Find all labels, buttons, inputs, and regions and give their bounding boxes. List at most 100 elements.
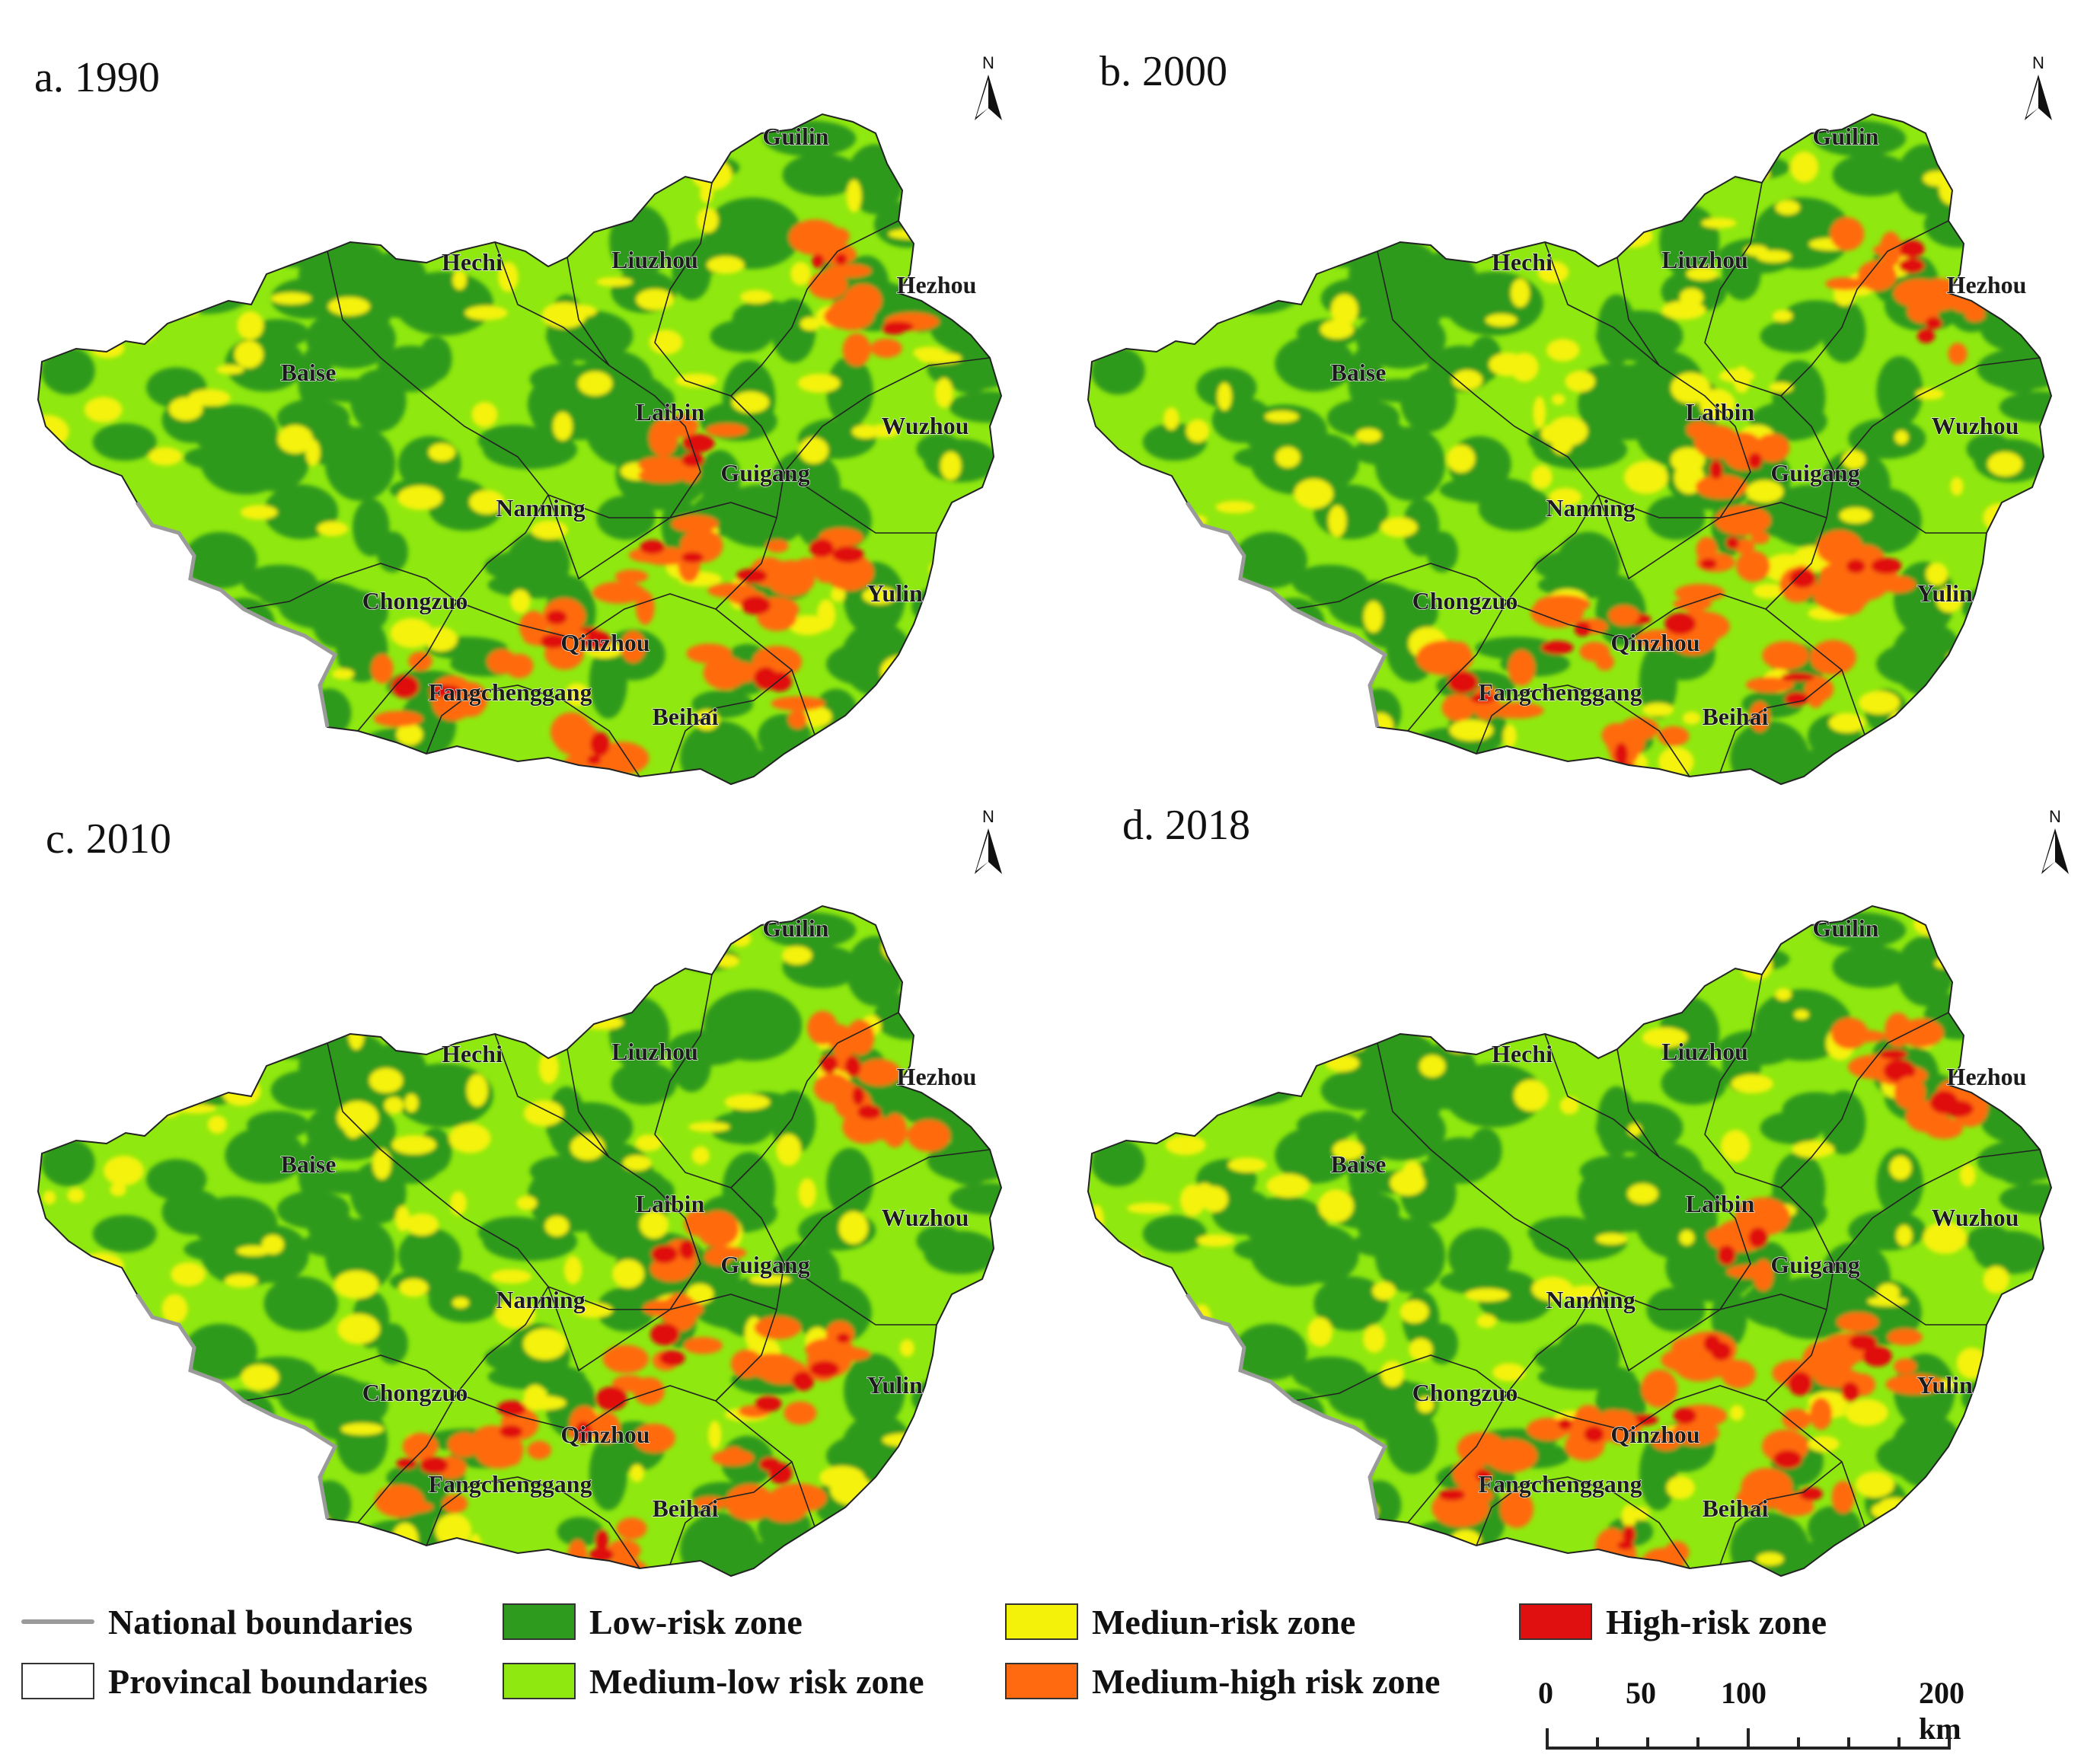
medium-risk-patch [1792,1141,1834,1158]
low-risk-patch [1088,1397,1151,1430]
medium-risk-patch [1964,164,2004,174]
high-risk-patch [1747,452,1763,470]
north-letter: N [2032,53,2044,72]
provincial-boundary [1719,1461,1843,1565]
high-risk-patch [1447,671,1479,694]
medium-risk-patch [1959,1163,1976,1187]
risk-map: Guilin Hechi Liuzhou Hezhou Baise Laibin Wuzho… [37,904,1003,1578]
medium-high-risk-patch [825,263,872,278]
medium-risk-patch [1808,1436,1840,1452]
low-risk-patch [1977,1140,2051,1182]
high-risk-patch [1703,1334,1721,1353]
low-risk-patch [1200,228,1265,265]
medium-risk-patch [1109,1517,1128,1535]
medium-risk-patch [171,1262,206,1287]
map-panels: Guilin Hechi Liuzhou Hezhou Baise Laibin Wuzho… [34,48,2069,1578]
low-risk-patch [1168,549,1219,584]
medium-risk-patch [799,317,821,331]
low-risk-patch [1088,568,1144,617]
low-risk-patch [1336,747,1390,784]
panel-title: b. 2000 [1099,48,1227,95]
medium-risk-patch [139,293,184,303]
medium-high-risk-patch [706,423,748,437]
medium-risk-patch [303,759,338,782]
high-risk-patch [1709,460,1723,480]
medium-high-risk-patch [505,653,534,678]
low-risk-patch [286,747,340,784]
medium-risk-patch [688,1121,730,1132]
low-risk-patch [1674,906,1726,951]
medium-risk-patch [1679,1230,1695,1246]
low-risk-patch [1164,1354,1226,1390]
low-risk-patch [1980,301,2051,352]
city-label-guilin: Guilin [762,123,828,150]
medium-risk-patch [799,437,828,464]
medium-high-risk-patch [1621,1564,1659,1576]
low-risk-patch [1205,607,1291,649]
map-content: Guilin Hechi Liuzhou Hezhou Baise Laibin Wuzho… [37,113,1003,786]
low-risk-patch [1369,1381,1438,1428]
low-risk-patch [244,1454,322,1492]
high-risk-patch [420,1456,448,1474]
low-risk-patch [1635,1182,1718,1259]
medium-risk-patch [184,730,207,744]
medium-risk-patch [1721,1130,1751,1163]
medium-risk-patch [798,1178,817,1208]
medium-risk-patch [1666,1475,1695,1500]
map-content: Guilin Hechi Liuzhou Hezhou Baise Laibin Wuzho… [1087,904,2053,1578]
medium-risk-patch [1089,1204,1104,1236]
medium-risk-patch [464,305,508,321]
low-risk-patch [1088,1360,1144,1409]
medium-risk-patch [428,443,455,461]
provincial-boundary [1293,1354,1508,1402]
north-arrow-icon: N [965,53,1011,137]
medium-risk-patch [694,710,720,731]
low-risk-patch [1275,1127,1355,1184]
medium-risk-patch [700,183,713,203]
medium-risk-patch [1318,1189,1354,1223]
provincial-boundary [669,669,793,774]
low-risk-patch [394,271,493,336]
low-risk-patch [1312,222,1380,268]
low-risk-patch [1821,1090,1866,1155]
medium-risk-patch [470,220,490,245]
high-risk-patch [736,568,768,584]
low-risk-patch [38,720,94,784]
medium-high-risk-patch [1826,579,1880,604]
medium-risk-patch [1775,988,1792,1001]
low-risk-patch [1129,147,1189,203]
high-risk-patch [1540,640,1574,655]
medium-risk-patch [397,485,443,510]
low-risk-patch [1214,945,1246,1019]
medium-risk-patch [1859,691,1901,715]
high-risk-patch [681,452,704,467]
low-risk-patch [906,173,992,200]
medium-risk-patch [697,207,719,233]
provincial-boundary [1476,684,1690,777]
medium-risk-patch [277,425,314,454]
city-label-laibin: Laibin [636,398,705,426]
high-risk-patch [540,633,567,649]
medium-risk-patch [203,261,222,282]
provincial-boundary [730,220,899,397]
provincial-boundary [494,241,610,366]
north-arrow-glyph [2041,828,2069,874]
low-risk-patch [38,568,94,617]
medium-high-risk-patch [1948,343,1968,365]
medium-risk-patch [46,1277,69,1297]
medium-high-risk-patch [1924,1117,1964,1140]
low-risk-patch [353,498,390,557]
medium-risk-patch [340,1281,361,1296]
high-risk-patch [640,540,665,554]
high-risk-patch [575,1421,592,1444]
medium-high-risk-patch [1736,1486,1786,1510]
medium-risk-patch [635,1134,662,1152]
medium-risk-patch [570,1134,605,1160]
medium-risk-patch [1533,396,1546,429]
medium-risk-patch [469,1533,482,1558]
panel-title: c. 2010 [46,815,171,863]
medium-high-risk-patch [725,1484,774,1521]
low-risk-patch [306,1079,344,1112]
low-risk-patch [319,1381,388,1428]
low-risk-patch [1214,153,1246,227]
